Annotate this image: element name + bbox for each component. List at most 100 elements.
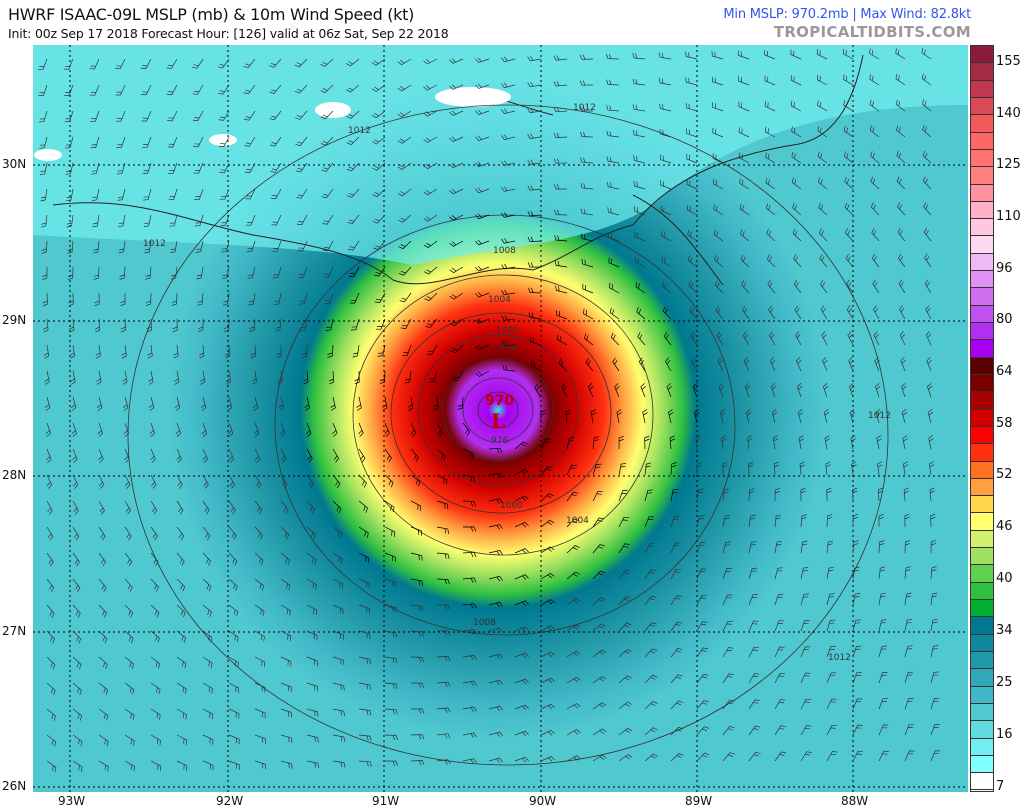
wind-barb (722, 647, 734, 658)
wind-barb (553, 184, 567, 190)
wind-barb (843, 100, 854, 112)
wind-barb (796, 383, 803, 398)
wind-barb (872, 279, 880, 294)
wind-barb (924, 279, 932, 294)
forecast-info: Init: 00z Sep 17 2018 Forecast Hour: [12… (8, 26, 449, 41)
wind-barb (296, 214, 308, 226)
wind-barb (794, 305, 802, 320)
wind-barb (658, 77, 672, 86)
wind-barb (592, 676, 607, 684)
wind-barb (690, 331, 698, 346)
wind-barb (670, 700, 684, 710)
wind-barb (449, 84, 464, 90)
wind-barb (607, 207, 620, 216)
wind-barb (167, 110, 178, 122)
wind-barb (404, 370, 412, 384)
wind-barb (46, 604, 55, 618)
wind-barb (150, 552, 159, 567)
wind-barb (848, 383, 855, 398)
wind-barb (922, 124, 932, 138)
colorbar-segment (971, 167, 993, 185)
wind-barb (618, 754, 633, 762)
colorbar-label: 140 (996, 106, 1021, 121)
wind-barb (397, 84, 412, 92)
wind-barb (566, 518, 580, 528)
wind-barb (399, 292, 412, 303)
wind-barb (322, 214, 334, 225)
wind-barb (436, 681, 451, 688)
wind-barb (306, 526, 316, 540)
wind-barb (170, 266, 178, 280)
wind-barb (748, 514, 756, 528)
wind-barb (874, 357, 880, 372)
wind-barb (356, 396, 362, 411)
wind-barb (739, 203, 750, 216)
wind-barb (192, 84, 204, 95)
wind-barb (644, 516, 654, 528)
wind-barb (875, 409, 882, 424)
wind-barb (436, 500, 449, 510)
wind-barb (43, 344, 50, 359)
colorbar-label: 40 (996, 571, 1013, 586)
wind-barb (424, 292, 438, 302)
wind-barb (332, 708, 345, 717)
wind-barb (852, 698, 863, 710)
wind-barb (540, 519, 555, 528)
colorbar-segment (971, 755, 993, 774)
wind-barb (740, 254, 750, 268)
wind-barb (644, 622, 657, 632)
wind-barb (40, 214, 48, 228)
wind-barb (558, 358, 568, 372)
wind-barb (400, 318, 412, 329)
wind-barb (150, 500, 158, 515)
wind-barb (306, 656, 318, 666)
wind-barb (306, 630, 318, 641)
wind-barb (843, 125, 854, 138)
wind-barb (218, 136, 230, 148)
wind-barb (644, 542, 656, 554)
wind-barb (228, 526, 237, 540)
wind-barb (561, 383, 568, 398)
wind-barb (150, 682, 161, 695)
wind-barb (930, 671, 939, 684)
wind-barb (320, 58, 334, 67)
wind-barb (449, 214, 464, 221)
wind-barb (124, 500, 132, 515)
wind-barb (878, 698, 888, 710)
wind-barb (410, 656, 424, 663)
wind-barb (714, 280, 724, 294)
colorbar-segment (971, 288, 993, 306)
wind-barb (270, 188, 282, 200)
wind-barb (488, 550, 503, 556)
wind-barb (580, 131, 594, 138)
wind-barb (98, 552, 107, 567)
wind-barb (250, 344, 256, 359)
colorbar-segment (971, 738, 993, 756)
svg-text:1008: 1008 (473, 618, 496, 628)
wind-barb (792, 228, 802, 242)
wind-barb (69, 344, 75, 359)
wind-barb (904, 618, 913, 632)
wind-barb (790, 100, 802, 112)
wind-barb (514, 652, 529, 659)
svg-text:1008: 1008 (493, 246, 516, 256)
wind-barb (644, 753, 658, 762)
low-pressure-marker: L (491, 409, 505, 433)
wind-barb (148, 370, 154, 385)
colorbar-segment (971, 478, 993, 497)
wind-barb (373, 240, 386, 250)
wind-barb (606, 130, 620, 138)
wind-barb (202, 708, 214, 720)
wind-barb (436, 578, 450, 585)
wind-barb (247, 266, 256, 279)
wind-barb (450, 344, 464, 354)
wind-barb (903, 487, 910, 502)
wind-barb (592, 702, 607, 710)
wind-barb (372, 214, 386, 224)
wind-barb (800, 646, 811, 658)
wind-barb (449, 266, 464, 274)
wind-barb (176, 708, 187, 720)
wind-barb (90, 110, 100, 122)
wind-barb (384, 760, 399, 766)
wind-barb (142, 162, 152, 175)
